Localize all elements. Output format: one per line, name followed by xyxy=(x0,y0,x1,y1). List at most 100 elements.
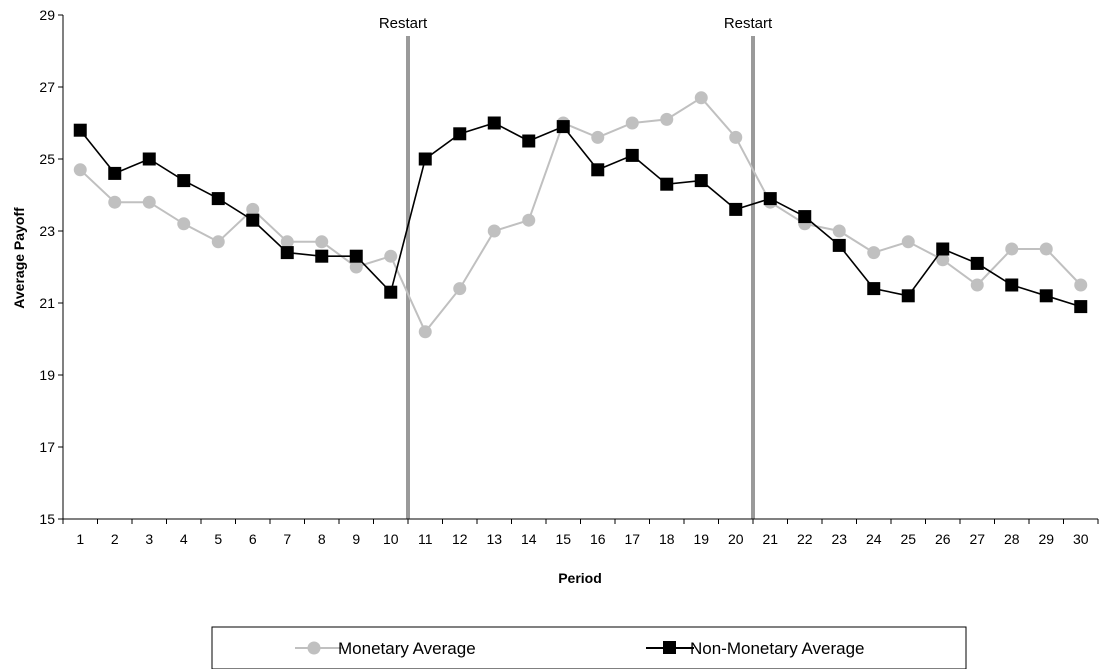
data-point xyxy=(660,112,674,126)
data-point xyxy=(1039,289,1053,303)
data-point xyxy=(729,130,743,144)
data-point xyxy=(453,127,467,141)
x-tick-label: 13 xyxy=(486,531,502,547)
legend-label-monetary: Monetary Average xyxy=(338,639,476,658)
data-point xyxy=(453,282,467,296)
x-tick-label: 23 xyxy=(831,531,847,547)
data-point xyxy=(177,174,191,188)
x-tick-label: 11 xyxy=(418,531,433,547)
data-point xyxy=(1039,242,1053,256)
data-point xyxy=(1074,300,1088,314)
y-tick-label: 29 xyxy=(39,7,55,23)
x-tick-label: 29 xyxy=(1038,531,1054,547)
data-point xyxy=(522,213,536,227)
x-tick-label: 8 xyxy=(318,531,326,547)
y-tick-label: 17 xyxy=(39,439,55,455)
x-tick-label: 1 xyxy=(76,531,84,547)
x-tick-label: 18 xyxy=(659,531,675,547)
restart-label: Restart xyxy=(724,15,773,32)
data-point xyxy=(384,249,398,263)
x-tick-label: 14 xyxy=(521,531,537,547)
data-point xyxy=(108,195,122,209)
series-monetary xyxy=(73,91,1088,339)
x-tick-label: 6 xyxy=(249,531,257,547)
x-tick-label: 25 xyxy=(900,531,916,547)
data-point xyxy=(418,152,432,166)
x-tick-label: 26 xyxy=(935,531,951,547)
y-tick-label: 23 xyxy=(39,223,55,239)
data-point xyxy=(418,325,432,339)
data-point xyxy=(625,116,639,130)
data-point xyxy=(556,120,570,134)
data-point xyxy=(832,224,846,238)
data-point xyxy=(867,282,881,296)
data-point xyxy=(729,202,743,216)
y-tick-label: 15 xyxy=(39,511,55,527)
x-tick-label: 7 xyxy=(283,531,291,547)
x-tick-label: 19 xyxy=(693,531,709,547)
series-line xyxy=(79,122,1081,308)
data-point xyxy=(487,224,501,238)
data-point xyxy=(625,148,639,162)
y-axis-title: Average Payoff xyxy=(11,207,27,309)
data-point xyxy=(867,246,881,260)
data-point xyxy=(280,246,294,260)
x-tick-label: 22 xyxy=(797,531,813,547)
y-tick-label: 21 xyxy=(39,295,55,311)
restart-markers: Restart Restart xyxy=(379,15,773,519)
x-tick-label: 27 xyxy=(969,531,985,547)
data-point xyxy=(522,134,536,148)
data-point xyxy=(798,210,812,224)
data-point xyxy=(280,235,294,249)
data-point xyxy=(591,130,605,144)
data-point xyxy=(246,213,260,227)
data-point xyxy=(349,260,363,274)
series-layer xyxy=(73,91,1088,339)
x-tick-label: 20 xyxy=(728,531,744,547)
data-point xyxy=(1005,242,1019,256)
x-tick-label: 10 xyxy=(383,531,399,547)
x-tick-label: 2 xyxy=(111,531,119,547)
legend: Monetary Average Non-Monetary Average xyxy=(211,626,967,669)
x-tick-label: 12 xyxy=(452,531,468,547)
y-tick-label: 27 xyxy=(39,79,55,95)
x-tick-label: 4 xyxy=(180,531,188,547)
data-point xyxy=(315,249,329,263)
x-tick-label: 9 xyxy=(352,531,360,547)
legend-marker-monetary xyxy=(307,641,321,655)
data-point xyxy=(901,235,915,249)
x-tick-label: 15 xyxy=(555,531,571,547)
data-point xyxy=(1005,278,1019,292)
x-tick-label: 3 xyxy=(145,531,153,547)
data-point xyxy=(211,235,225,249)
x-tick-label: 17 xyxy=(624,531,640,547)
data-point xyxy=(901,289,915,303)
legend-marker-nonmonetary xyxy=(663,641,676,654)
data-point xyxy=(970,256,984,270)
data-point xyxy=(315,235,329,249)
data-point xyxy=(349,249,363,263)
series-line xyxy=(79,96,1082,334)
data-point xyxy=(73,163,87,177)
data-point xyxy=(694,91,708,105)
x-tick-label: 24 xyxy=(866,531,882,547)
data-point xyxy=(211,192,225,206)
restart-label: Restart xyxy=(379,15,428,32)
y-tick-label: 25 xyxy=(39,151,55,167)
data-point xyxy=(591,163,605,177)
data-point xyxy=(970,278,984,292)
data-point xyxy=(1074,278,1088,292)
legend-label-nonmonetary: Non-Monetary Average xyxy=(690,639,865,658)
data-point xyxy=(694,174,708,188)
data-point xyxy=(936,253,950,267)
data-point xyxy=(936,242,950,256)
x-tick-label: 30 xyxy=(1073,531,1089,547)
x-tick-label: 28 xyxy=(1004,531,1020,547)
y-tick-label: 19 xyxy=(39,367,55,383)
x-tick-label: 5 xyxy=(214,531,222,547)
data-point xyxy=(832,238,846,252)
x-tick-label: 21 xyxy=(762,531,778,547)
x-axis-title: Period xyxy=(558,570,602,586)
data-point xyxy=(487,116,501,130)
